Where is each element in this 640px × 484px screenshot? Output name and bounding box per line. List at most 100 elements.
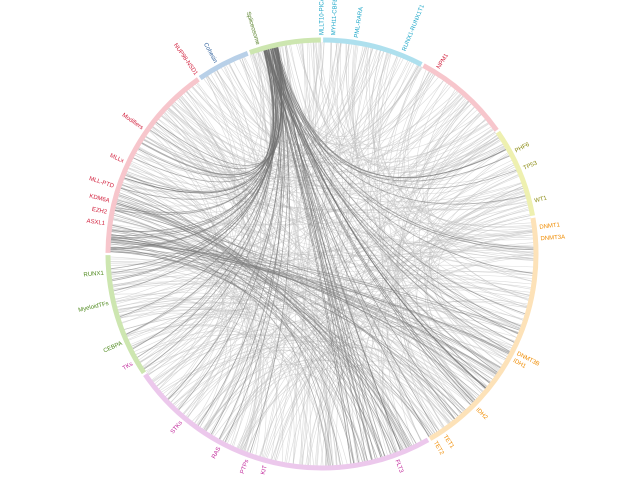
node-label: TET2 xyxy=(432,440,445,456)
chord xyxy=(138,146,534,250)
chord xyxy=(109,251,510,353)
chord xyxy=(113,49,275,292)
chord xyxy=(266,49,535,251)
chord xyxy=(301,42,395,454)
chord xyxy=(205,41,325,432)
chord xyxy=(111,229,497,375)
chord xyxy=(116,200,417,444)
chord xyxy=(244,56,444,145)
chord xyxy=(135,330,295,465)
chord xyxy=(238,366,452,450)
chord xyxy=(412,119,500,371)
chord xyxy=(152,333,406,450)
node-label: EZH2 xyxy=(91,207,108,216)
node-label: DNMT1 xyxy=(539,222,561,231)
chord xyxy=(132,47,282,183)
chord xyxy=(368,47,534,260)
ring-segment xyxy=(422,63,499,132)
chord xyxy=(267,48,382,458)
chord xyxy=(229,63,479,398)
node-label: MYH11-CBFB xyxy=(331,0,339,35)
chord xyxy=(110,229,533,274)
chord xyxy=(112,108,218,288)
chord xyxy=(109,251,430,437)
chord xyxy=(277,46,534,248)
chord xyxy=(111,47,279,280)
chord xyxy=(393,71,521,330)
chord xyxy=(288,354,450,464)
chord xyxy=(132,157,229,385)
chord xyxy=(387,118,486,449)
chord xyxy=(178,301,528,411)
chord xyxy=(120,187,386,457)
chord xyxy=(145,135,500,186)
chord xyxy=(147,134,498,376)
chord xyxy=(427,101,530,301)
node-label: Spliceosome xyxy=(245,11,261,46)
chord xyxy=(152,126,466,411)
ring-segment xyxy=(105,77,200,253)
chord xyxy=(110,41,325,239)
chord xyxy=(266,49,498,374)
node-label: TP53 xyxy=(523,160,539,171)
chord xyxy=(131,161,522,212)
node-label: IDH2 xyxy=(474,407,488,421)
chord xyxy=(374,52,476,401)
chord xyxy=(263,49,368,462)
chord xyxy=(400,80,534,241)
chord xyxy=(191,363,386,457)
chord xyxy=(115,203,413,447)
chord xyxy=(415,82,534,249)
chord xyxy=(118,195,382,458)
chord xyxy=(265,49,522,327)
chord xyxy=(243,42,306,452)
chord xyxy=(241,57,334,466)
chord xyxy=(216,69,278,455)
chord xyxy=(226,46,367,444)
chord xyxy=(308,360,471,466)
chord xyxy=(178,48,280,411)
chord xyxy=(203,101,470,430)
chord xyxy=(113,214,341,466)
chord xyxy=(330,42,494,170)
node-label: NUP98-NSD1 xyxy=(172,43,199,78)
ring xyxy=(105,37,539,471)
chord xyxy=(114,292,436,434)
chords xyxy=(109,41,535,467)
chord xyxy=(111,231,487,389)
node-label: DNMT3A xyxy=(540,235,565,243)
chord xyxy=(310,42,499,179)
node-label: TET1 xyxy=(442,434,456,450)
chord xyxy=(152,126,530,296)
chord xyxy=(407,299,529,434)
node-label: PHF6 xyxy=(514,142,531,155)
chord xyxy=(275,46,534,274)
chord xyxy=(145,328,463,414)
chord xyxy=(126,60,409,195)
chord xyxy=(345,43,533,228)
chord xyxy=(302,42,332,466)
chord xyxy=(120,48,278,200)
chord xyxy=(300,95,464,466)
node-label: RUNX1 xyxy=(83,271,104,279)
chord xyxy=(128,303,513,349)
chord xyxy=(252,53,517,186)
node-label: PML-RARA xyxy=(354,7,365,39)
node-label: MLL-PTD xyxy=(88,176,115,190)
node-label: CEBPA xyxy=(103,341,124,355)
chord xyxy=(114,207,459,417)
ring-segment xyxy=(249,37,321,55)
chord xyxy=(415,174,519,402)
chord xyxy=(117,198,398,453)
chord xyxy=(331,42,528,306)
chord xyxy=(206,75,528,210)
node-label: TKs xyxy=(122,361,134,372)
chord xyxy=(152,91,459,179)
chord xyxy=(124,46,282,194)
node-label: MLLx xyxy=(109,153,125,165)
chord xyxy=(314,42,482,152)
node-label: Cohesin xyxy=(202,42,218,64)
chord xyxy=(224,46,289,443)
chord xyxy=(236,215,531,449)
chord xyxy=(115,298,231,430)
